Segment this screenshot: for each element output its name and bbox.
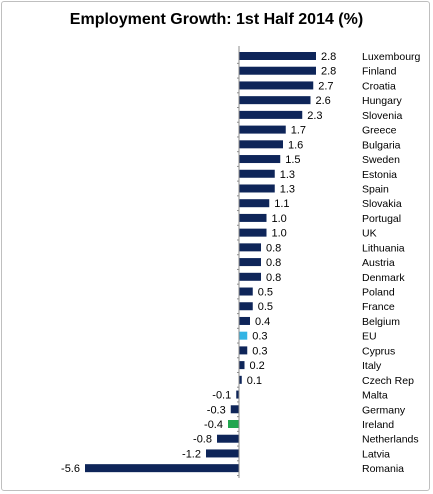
value-label: -5.6: [61, 463, 80, 475]
bar-hungary: [239, 96, 311, 105]
category-label: Ireland: [362, 419, 394, 431]
bar-luxembourg: [239, 52, 316, 60]
value-label: 2.7: [318, 80, 333, 92]
value-label: 0.8: [266, 242, 281, 254]
category-label: Romania: [362, 463, 404, 475]
bar-austria: [239, 258, 261, 267]
category-label: Italy: [362, 360, 382, 372]
bar-latvia: [206, 449, 239, 458]
category-label: Spain: [362, 183, 389, 195]
value-label: 1.6: [288, 139, 303, 151]
bar-czech-rep: [239, 375, 242, 384]
bar-portugal: [239, 213, 267, 222]
value-label: 2.8: [321, 51, 336, 63]
bars: [85, 52, 316, 473]
chart-title: Employment Growth: 1st Half 2014 (%): [69, 11, 364, 28]
value-label: 1.0: [272, 213, 287, 225]
value-label: -0.4: [204, 419, 223, 431]
category-label: Sweden: [362, 154, 400, 166]
bar-greece: [239, 125, 286, 134]
category-label: Estonia: [362, 169, 397, 181]
bar-slovakia: [239, 199, 270, 208]
bar-sweden: [239, 155, 281, 164]
value-label: 1.7: [291, 125, 306, 137]
bar-finland: [239, 66, 316, 75]
value-label: 1.3: [280, 183, 295, 195]
value-label: 2.6: [316, 95, 331, 107]
bar-netherlands: [217, 434, 239, 443]
category-label: Greece: [362, 125, 397, 137]
category-label: Belgium: [362, 316, 400, 328]
bar-eu: [239, 331, 248, 340]
value-label: 2.3: [307, 110, 322, 122]
bar-slovenia: [239, 110, 303, 119]
value-label: 0.8: [266, 272, 281, 284]
bar-estonia: [239, 169, 275, 178]
category-label: Finland: [362, 66, 397, 78]
bar-bulgaria: [239, 140, 283, 149]
category-label: Slovakia: [362, 198, 402, 210]
value-label: 0.5: [258, 301, 273, 313]
category-label: Cyprus: [362, 345, 395, 357]
bar-ireland: [228, 420, 239, 428]
category-label: Bulgaria: [362, 139, 401, 151]
category-label: Slovenia: [362, 110, 402, 122]
category-label: Croatia: [362, 80, 396, 92]
category-label: Portugal: [362, 213, 401, 225]
value-label: 0.4: [255, 316, 270, 328]
bar-denmark: [239, 272, 261, 281]
labels: 2.8 Luxembourg 2.8 Finland 2.7 Croatia 2.6 Hung…: [61, 51, 420, 475]
value-label: 1.3: [280, 169, 295, 181]
category-label: Netherlands: [362, 434, 419, 446]
bar-germany: [230, 405, 239, 414]
category-label: Lithuania: [362, 242, 405, 254]
value-label: -0.3: [207, 404, 226, 416]
category-label: Latvia: [362, 448, 390, 460]
value-label: 0.5: [258, 287, 273, 299]
bar-cyprus: [239, 346, 248, 355]
category-label: Poland: [362, 287, 395, 299]
category-label: Germany: [362, 404, 406, 416]
value-label: -0.8: [193, 434, 212, 446]
value-label: 0.1: [247, 375, 262, 387]
category-label: EU: [362, 331, 377, 343]
value-label: 0.2: [250, 360, 265, 372]
category-label: Luxembourg: [362, 51, 421, 63]
category-label: Hungary: [362, 95, 402, 107]
category-label: Czech Rep: [362, 375, 414, 387]
bar-france: [239, 302, 253, 311]
bar-romania: [85, 464, 239, 473]
bar-uk: [239, 228, 267, 237]
value-label: 0.8: [266, 257, 281, 269]
value-label: 2.8: [321, 66, 336, 78]
category-label: UK: [362, 228, 377, 240]
bar-belgium: [239, 316, 250, 325]
value-label: 1.1: [274, 198, 289, 210]
category-label: Austria: [362, 257, 395, 269]
value-label: -1.2: [182, 448, 201, 460]
category-label: Denmark: [362, 272, 405, 284]
value-label: 1.5: [285, 154, 300, 166]
bar-poland: [239, 287, 253, 296]
axis: [237, 46, 240, 478]
category-label: France: [362, 301, 395, 313]
bar-malta: [236, 390, 239, 399]
value-label: -0.1: [212, 390, 231, 402]
value-label: 0.3: [252, 331, 267, 343]
bar-italy: [239, 361, 245, 370]
bar-spain: [239, 184, 275, 193]
bar-lithuania: [239, 243, 261, 252]
value-label: 1.0: [272, 228, 287, 240]
category-label: Malta: [362, 390, 388, 402]
bar-croatia: [239, 81, 314, 90]
value-label: 0.3: [252, 345, 267, 357]
